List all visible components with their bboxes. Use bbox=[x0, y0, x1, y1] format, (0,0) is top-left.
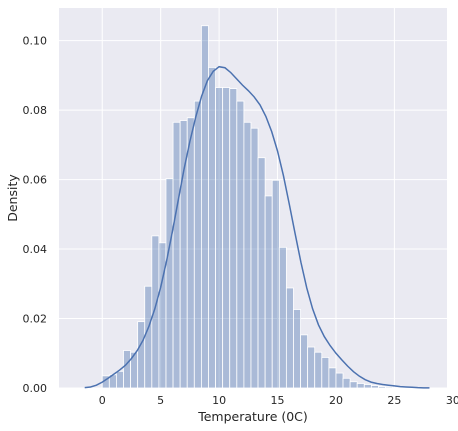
x-tick-label: 10 bbox=[212, 394, 226, 407]
x-axis-ticks: 0 5 10 15 20 25 30 bbox=[99, 394, 458, 407]
histogram-bar bbox=[307, 346, 316, 389]
histogram-bar bbox=[278, 246, 287, 389]
histogram-bar bbox=[116, 370, 124, 389]
histogram-bar bbox=[172, 121, 181, 389]
y-axis-label: Density bbox=[5, 174, 20, 222]
histogram-bar bbox=[356, 383, 365, 389]
histogram-bar bbox=[158, 242, 167, 389]
histogram-bar bbox=[151, 235, 160, 389]
histogram-bar bbox=[250, 127, 259, 389]
histogram-bar bbox=[236, 100, 245, 389]
histogram-bar bbox=[328, 367, 337, 389]
y-tick-label: 0.00 bbox=[23, 382, 48, 395]
histogram-bars bbox=[101, 25, 401, 389]
x-tick-label: 15 bbox=[271, 394, 285, 407]
histogram-bar bbox=[342, 377, 351, 389]
histogram-bar bbox=[137, 321, 146, 389]
histogram-bar bbox=[385, 386, 394, 389]
histogram-bar bbox=[215, 87, 224, 389]
histogram-bar bbox=[208, 66, 216, 389]
histogram-bar bbox=[285, 287, 294, 389]
x-tick-label: 5 bbox=[157, 394, 164, 407]
kde-curve bbox=[84, 65, 430, 389]
histogram-bar bbox=[222, 87, 231, 389]
x-tick-label: 25 bbox=[387, 394, 401, 407]
histogram-bar bbox=[378, 386, 386, 389]
x-tick-label: 30 bbox=[446, 394, 458, 407]
x-tick-label: 20 bbox=[329, 394, 343, 407]
histogram-bar bbox=[123, 350, 131, 389]
plot-background bbox=[59, 8, 447, 388]
y-tick-label: 0.06 bbox=[23, 174, 48, 187]
histogram-bar bbox=[314, 351, 323, 389]
histogram-bar bbox=[271, 179, 280, 389]
histogram-bar bbox=[186, 117, 195, 389]
histogram-bar bbox=[257, 157, 266, 389]
histogram-bar bbox=[165, 178, 174, 389]
histogram-bar bbox=[349, 381, 358, 389]
histogram-bar bbox=[193, 100, 202, 389]
x-tick-label: 0 bbox=[99, 394, 106, 407]
histogram-bar bbox=[300, 334, 309, 389]
histogram-bar bbox=[144, 285, 153, 389]
histogram-bar bbox=[363, 384, 372, 389]
histogram-bar bbox=[229, 88, 238, 389]
histogram-bar bbox=[370, 385, 379, 389]
histogram-bar bbox=[264, 195, 273, 389]
histogram-bar bbox=[321, 357, 330, 389]
x-axis-label: Temperature (0C) bbox=[197, 409, 308, 424]
histogram-bar bbox=[243, 121, 252, 389]
y-tick-label: 0.04 bbox=[23, 243, 48, 256]
y-tick-label: 0.02 bbox=[23, 313, 48, 326]
histogram-bar bbox=[293, 309, 301, 389]
y-axis-ticks: 0.00 0.02 0.04 0.06 0.08 0.10 bbox=[23, 35, 48, 395]
histogram-bar bbox=[335, 372, 344, 389]
y-tick-label: 0.08 bbox=[23, 104, 48, 117]
y-tick-label: 0.10 bbox=[23, 35, 48, 48]
